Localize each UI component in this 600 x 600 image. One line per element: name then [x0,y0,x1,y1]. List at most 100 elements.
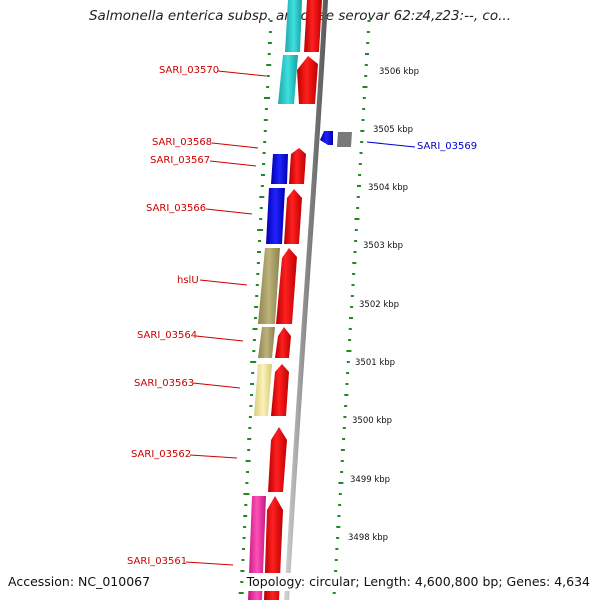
gc-dot [267,53,271,55]
cds-forward-3[interactable] [284,189,302,244]
gc-dot [248,427,252,429]
gc-dot [255,284,259,286]
cog-feature-yellow[interactable] [254,364,272,416]
gc-dot [259,207,263,209]
gc-dot [240,570,245,572]
gene-label-hslu[interactable]: hslU [177,275,199,286]
gc-dot [243,515,248,517]
gc-dot [348,339,352,341]
gc-dot [362,108,366,110]
cds-forward-7[interactable] [268,427,287,492]
cds-forward-top[interactable] [304,0,322,52]
gc-dot [344,394,349,396]
gc-dot [334,559,338,561]
gc-dot [257,251,261,253]
gc-dot [245,482,249,484]
gc-dot [338,504,342,506]
gc-dot [346,361,350,363]
gc-dot [350,306,354,308]
gc-dot [247,449,251,451]
cog-feature-cyan[interactable] [278,55,298,104]
gc-dot [345,383,349,385]
gc-dot [357,185,361,187]
cog-feature-cyan-top[interactable] [285,0,302,52]
genome-backbone [284,0,328,600]
gc-dot [358,174,362,176]
gc-dot [251,372,255,374]
cog-feature-ring [248,0,302,600]
gc-dot [264,108,268,110]
gc-dot [240,581,244,583]
gc-dot [366,31,370,33]
gene-label-sari-03566[interactable]: SARI_03566 [146,203,206,214]
cds-forward-1[interactable] [297,56,318,104]
gc-dot [365,53,369,55]
cds-reverse-gray[interactable] [337,132,352,147]
gc-dot [360,141,364,143]
gc-dot [259,218,263,220]
gc-dot [241,559,245,561]
cds-forward-4[interactable] [276,248,297,324]
gc-dot [337,515,341,517]
cds-forward-2[interactable] [289,148,306,184]
gc-dot [258,240,261,242]
cog-feature-blue-small[interactable] [271,154,288,184]
gene-label-sari-03563[interactable]: SARI_03563 [134,378,194,389]
gc-dot [338,482,344,484]
gc-dot [354,240,358,242]
gene-label-sari-03564[interactable]: SARI_03564 [137,330,197,341]
tick-label: 3498 kbp [348,533,388,543]
gc-dot [266,75,270,77]
gc-dot [350,295,354,297]
gc-dot [252,339,256,341]
cds-forward-6[interactable] [271,364,289,416]
gc-dot [254,317,257,319]
gc-dot [362,97,366,99]
gc-dot [361,119,365,121]
gc-dot [248,416,252,418]
gc-dot [356,207,360,209]
gc-dot [367,20,371,22]
gc-dot [246,471,249,473]
gc-dot [353,251,357,253]
cds-reverse-sari-03569[interactable] [320,131,333,145]
gc-dot [351,284,355,286]
cog-feature-olive-small[interactable] [258,327,275,358]
gene-labels: SARI_03570 SARI_03568 SARI_03567 SARI_03… [127,65,477,567]
gc-dot [354,229,358,231]
reverse-cds-ring [320,131,352,147]
gene-label-sari-03569[interactable]: SARI_03569 [417,141,477,152]
gc-dot [250,361,257,363]
gc-dot [342,427,346,429]
gc-dot [266,64,272,66]
cog-feature-olive-large[interactable] [258,248,280,324]
gc-dot [360,130,365,132]
accession-label: Accession: NC_010067 [8,573,151,591]
tick-label: 3504 kbp [368,183,408,193]
tick-label: 3503 kbp [363,241,403,251]
cog-feature-blue[interactable] [266,188,285,244]
gc-dot [257,229,264,231]
gc-dot [352,273,356,275]
gene-label-sari-03562[interactable]: SARI_03562 [131,449,191,460]
gc-dot [358,163,362,165]
gc-dot [254,306,259,308]
gc-dot [343,416,347,418]
tick-label: 3500 kbp [352,416,392,426]
gc-dot [261,174,265,176]
gc-dot [334,570,338,572]
gc-dot [349,317,353,319]
gene-label-sari-03568[interactable]: SARI_03568 [152,137,212,148]
gc-dot [250,383,255,385]
gc-dot [247,438,252,440]
gene-label-sari-03570[interactable]: SARI_03570 [159,65,219,76]
gc-dot [262,163,266,165]
gene-label-sari-03561[interactable]: SARI_03561 [127,556,187,567]
gc-dot [336,526,341,528]
gc-dot [335,548,339,550]
cds-forward-5[interactable] [275,327,291,358]
gene-label-sari-03567[interactable]: SARI_03567 [150,155,210,166]
gc-dot [263,141,267,143]
gc-dot [356,196,360,198]
